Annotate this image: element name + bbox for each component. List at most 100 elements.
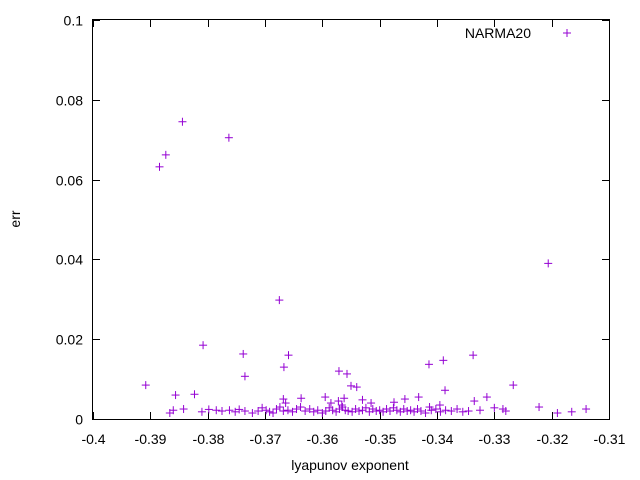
data-point	[400, 395, 409, 404]
data-point	[553, 409, 562, 418]
data-point	[258, 403, 267, 412]
x-axis-label: lyapunov exponent	[291, 457, 409, 473]
data-point	[171, 391, 180, 400]
x-tick-label: -0.39	[135, 431, 167, 447]
data-point	[279, 363, 288, 372]
data-point	[382, 405, 391, 414]
data-point	[424, 360, 433, 369]
data-point	[235, 405, 244, 414]
y-tick-label: 0.04	[56, 252, 83, 268]
data-point	[218, 407, 226, 416]
data-point	[326, 399, 335, 408]
data-point	[425, 403, 434, 412]
data-point	[344, 407, 353, 416]
data-point	[296, 403, 305, 412]
data-point	[441, 406, 450, 415]
data-point	[458, 407, 467, 416]
data-point	[292, 405, 301, 414]
data-point	[390, 398, 398, 407]
data-point	[470, 397, 479, 406]
data-point	[262, 406, 271, 415]
data-point	[567, 407, 576, 416]
data-point	[269, 409, 278, 418]
data-point	[476, 406, 484, 415]
data-point	[179, 405, 188, 414]
data-point	[544, 259, 553, 268]
data-point	[199, 341, 208, 350]
data-point	[305, 405, 314, 414]
data-point	[321, 393, 330, 402]
data-point	[275, 403, 284, 412]
data-point	[441, 386, 450, 395]
y-tick-label: 0	[75, 412, 83, 428]
data-point	[453, 405, 462, 414]
data-point	[342, 369, 351, 378]
data-point	[482, 393, 491, 402]
data-point	[435, 401, 444, 410]
data-point	[318, 409, 327, 418]
x-tick-label: -0.33	[479, 431, 511, 447]
data-point	[416, 407, 425, 416]
data-point	[399, 405, 408, 414]
data-point	[313, 406, 322, 415]
data-point	[375, 406, 384, 415]
data-point	[367, 399, 376, 408]
x-tick-label: -0.35	[365, 431, 397, 447]
data-point	[337, 401, 346, 410]
x-tick-label: -0.34	[422, 431, 454, 447]
data-point	[239, 349, 248, 358]
plot-frame	[92, 19, 610, 420]
data-point	[225, 406, 234, 415]
data-point	[178, 117, 187, 126]
data-point	[413, 405, 422, 414]
data-point	[352, 383, 361, 392]
data-point	[340, 394, 349, 403]
data-point	[279, 407, 288, 416]
data-point	[224, 133, 233, 142]
data-point	[328, 406, 337, 415]
data-point	[355, 407, 364, 416]
data-point	[351, 405, 360, 414]
data-point	[464, 407, 473, 416]
data-point	[212, 406, 221, 415]
data-point	[414, 393, 423, 402]
data-point	[385, 407, 394, 416]
data-point	[368, 405, 377, 414]
legend-plus-marker	[563, 29, 571, 37]
data-point	[361, 403, 370, 412]
data-point	[240, 372, 249, 381]
data-point	[275, 296, 284, 305]
y-tick-label: 0.08	[56, 93, 83, 109]
data-point	[509, 381, 518, 390]
data-point	[240, 407, 249, 416]
data-point	[284, 351, 293, 360]
data-point	[204, 405, 213, 414]
data-point	[439, 356, 448, 365]
data-points	[141, 117, 591, 418]
data-point	[197, 407, 206, 416]
data-point	[427, 406, 436, 415]
x-tick-label: -0.31	[594, 431, 626, 447]
data-point	[469, 351, 478, 360]
data-point	[169, 406, 178, 415]
data-point	[431, 405, 440, 414]
y-tick-label: 0.02	[56, 332, 83, 348]
data-point	[392, 406, 401, 415]
data-point	[447, 407, 456, 416]
data-point	[254, 407, 263, 416]
data-point	[421, 409, 430, 418]
data-point	[279, 395, 288, 404]
legend-marker	[563, 29, 571, 37]
data-point	[190, 390, 199, 399]
data-point	[265, 407, 274, 416]
data-point	[490, 403, 499, 412]
data-point	[288, 407, 297, 416]
data-point	[321, 407, 330, 416]
data-point	[283, 406, 292, 415]
data-point	[358, 395, 367, 404]
data-point	[141, 381, 150, 390]
data-point	[501, 407, 510, 416]
data-point	[309, 407, 318, 416]
y-tick-label: 0.06	[56, 173, 83, 189]
